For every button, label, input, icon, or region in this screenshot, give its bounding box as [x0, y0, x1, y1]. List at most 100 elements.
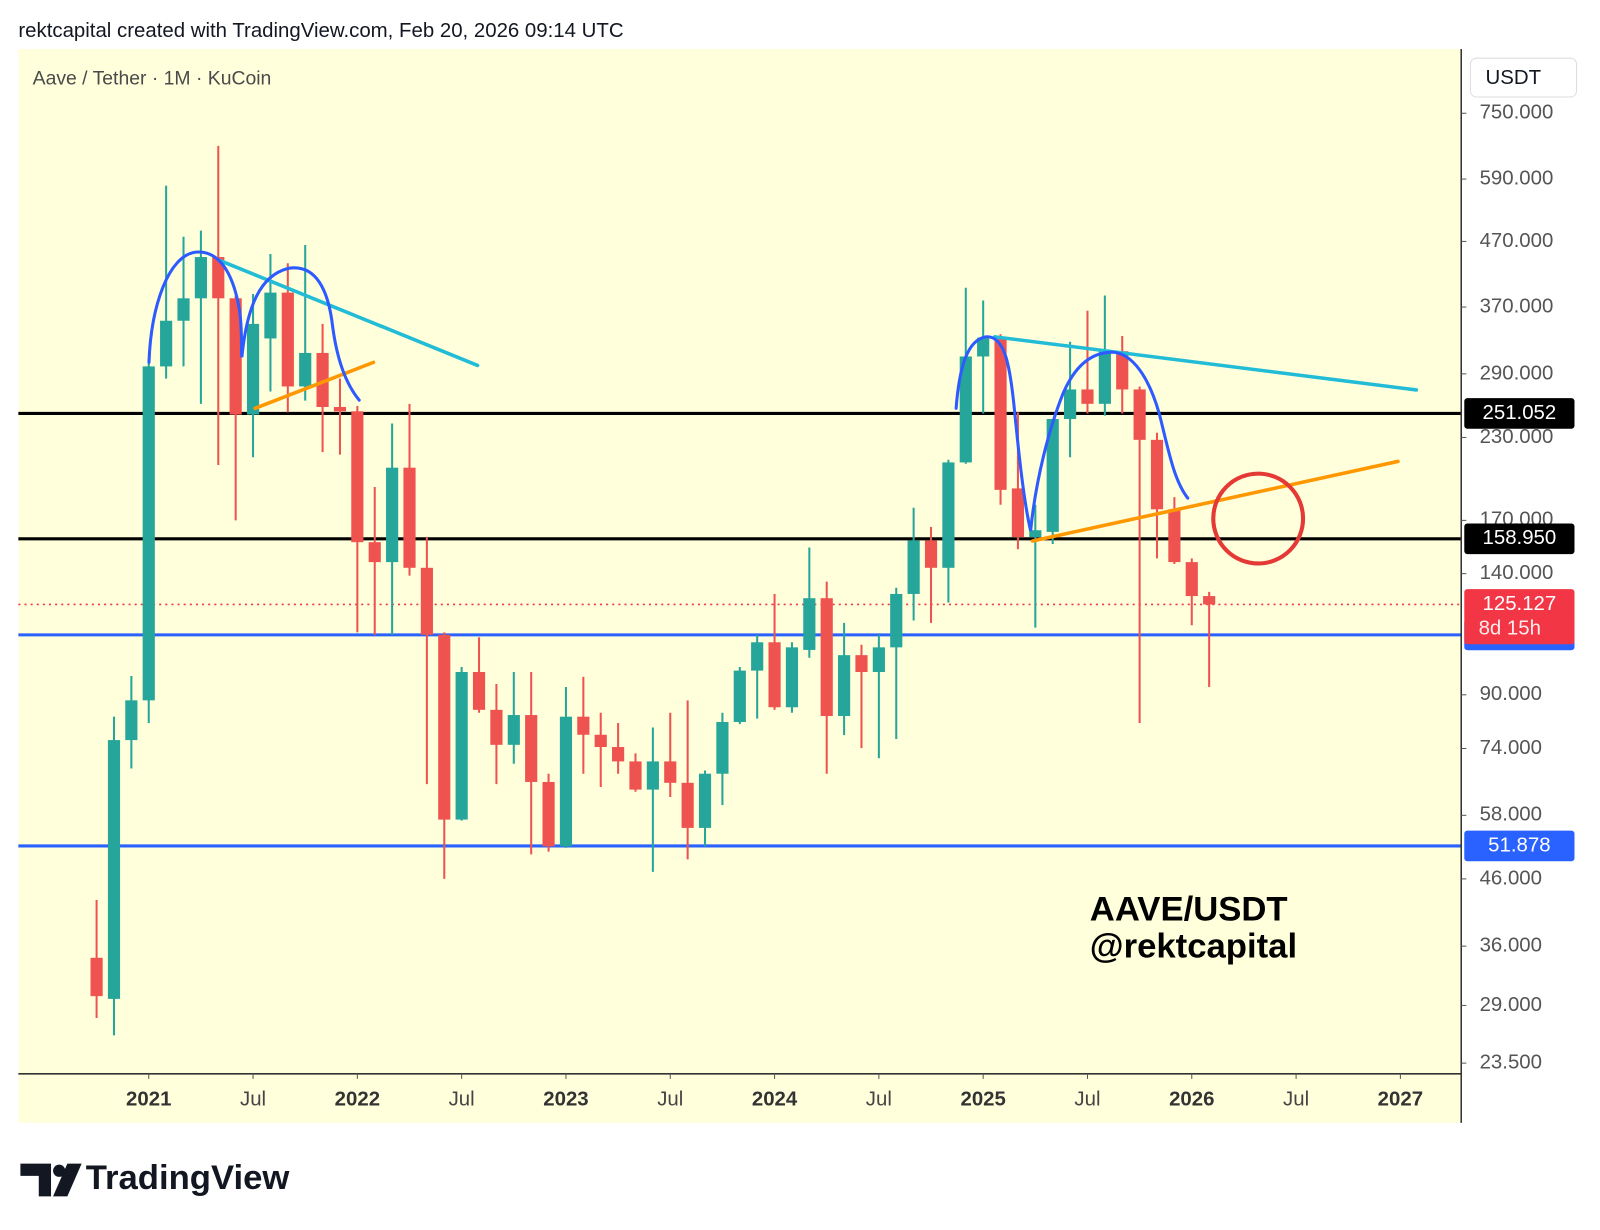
- candle-body: [1168, 509, 1181, 563]
- x-tick-label: 2027: [1378, 1089, 1423, 1111]
- chart-background: [18, 48, 1582, 1123]
- x-tick-label: Jul: [240, 1089, 266, 1111]
- candle-body: [455, 672, 468, 820]
- candle-body: [855, 655, 868, 673]
- x-tick-label: Jul: [657, 1089, 683, 1111]
- candle-body: [1150, 439, 1164, 510]
- candle-body: [90, 957, 103, 997]
- trendline: [253, 360, 376, 411]
- logo-mark: [20, 1163, 52, 1197]
- x-tick-label: 2022: [335, 1089, 380, 1111]
- candles: [90, 145, 1216, 1036]
- candle-body: [177, 298, 190, 321]
- candle-body: [1081, 389, 1094, 404]
- logo-mark: [53, 1163, 82, 1197]
- price-box: [1464, 398, 1575, 429]
- candle-body: [229, 298, 242, 415]
- candle-body: [438, 634, 451, 820]
- annotation: AAVE/USDT: [1090, 891, 1288, 929]
- candle-body: [733, 670, 746, 723]
- y-tick-label: 46.000: [1480, 867, 1542, 889]
- candle-body: [629, 761, 642, 790]
- candle-body: [420, 567, 433, 635]
- candle-body: [1064, 389, 1077, 420]
- candle-body: [507, 715, 520, 745]
- candle-body: [194, 257, 207, 299]
- last-price-label: 125.127: [1483, 593, 1557, 615]
- levels: [18, 411, 1462, 848]
- y-tick-label: 230.000: [1480, 426, 1554, 448]
- currency-label: USDT: [1485, 67, 1541, 89]
- candle-body: [803, 598, 816, 650]
- price-box-label: 51.878: [1488, 834, 1550, 856]
- candle-body: [368, 542, 381, 563]
- candle-body: [1185, 562, 1198, 597]
- candle-body: [1203, 596, 1216, 605]
- candle-body: [1046, 419, 1059, 532]
- last-price-box: [1464, 589, 1575, 645]
- candle-body: [490, 709, 503, 745]
- candle-body: [890, 593, 903, 648]
- candle-body: [264, 292, 277, 339]
- candle-body: [959, 356, 972, 463]
- x-tick-label: Jul: [449, 1089, 475, 1111]
- candle-body: [1011, 488, 1025, 537]
- y-tick-label: 370.000: [1480, 295, 1554, 317]
- x-tick-label: Jul: [1283, 1089, 1309, 1111]
- candle-body: [838, 655, 851, 717]
- candle-body: [299, 352, 312, 387]
- candle-body: [1098, 351, 1111, 404]
- candle-body: [994, 337, 1007, 490]
- candle-body: [612, 747, 625, 762]
- logo-mark: [53, 1164, 66, 1177]
- candle-body: [525, 715, 538, 782]
- pattern-curve: [954, 335, 1190, 532]
- candle-body: [1116, 351, 1129, 390]
- candle-body: [351, 411, 364, 543]
- x-tick-label: 2024: [752, 1089, 798, 1111]
- candle-body: [246, 323, 260, 415]
- price-axis-panel: [1461, 48, 1582, 1123]
- y-tick-label: 90.000: [1480, 683, 1542, 705]
- candle-body: [872, 647, 885, 673]
- x-tick-label: Jul: [866, 1089, 892, 1111]
- y-tick-label: 470.000: [1480, 230, 1554, 252]
- logo-text: TradingView: [86, 1159, 291, 1197]
- candle-body: [333, 407, 347, 412]
- candle-body: [142, 366, 155, 701]
- y-tick-label: 140.000: [1480, 562, 1554, 584]
- candle-body: [125, 700, 138, 741]
- price-box-label: 251.052: [1483, 402, 1557, 424]
- candle-body: [281, 292, 294, 387]
- trendline: [993, 335, 1419, 392]
- x-tick-label: 2023: [543, 1089, 588, 1111]
- pattern-curve: [147, 250, 361, 402]
- candle-body: [316, 352, 329, 408]
- drawings: [147, 250, 1419, 566]
- annotation: @rektcapital: [1090, 927, 1297, 965]
- candle-body: [386, 467, 399, 563]
- candle-body: [681, 782, 694, 828]
- price-box-label: 158.950: [1483, 527, 1557, 549]
- price-box: [1464, 523, 1575, 555]
- currency-button[interactable]: [1469, 57, 1578, 98]
- candle-body: [698, 773, 712, 828]
- chart-legend: Aave / Tether · 1M · KuCoin: [33, 68, 272, 90]
- header: rektcapital created with TradingView.com…: [18, 20, 623, 42]
- x-tick-label: 2026: [1169, 1089, 1214, 1111]
- candle-body: [820, 598, 833, 717]
- time-axis-panel: [18, 1073, 1462, 1123]
- candle-body: [107, 740, 121, 999]
- x-tick-label: 2021: [126, 1089, 171, 1111]
- price-box: [1464, 830, 1575, 862]
- y-tick-label: 750.000: [1480, 102, 1554, 124]
- candle-body: [472, 672, 486, 710]
- candle-body: [977, 337, 990, 357]
- candle-body: [785, 647, 799, 708]
- candle-body: [942, 462, 955, 568]
- candle-body: [1133, 389, 1146, 440]
- highlight-circle: [1211, 471, 1306, 566]
- candle-body: [594, 734, 607, 748]
- axes: 750.000 590.000 470.000 370.000 290.000 230.0…: [126, 102, 1575, 1111]
